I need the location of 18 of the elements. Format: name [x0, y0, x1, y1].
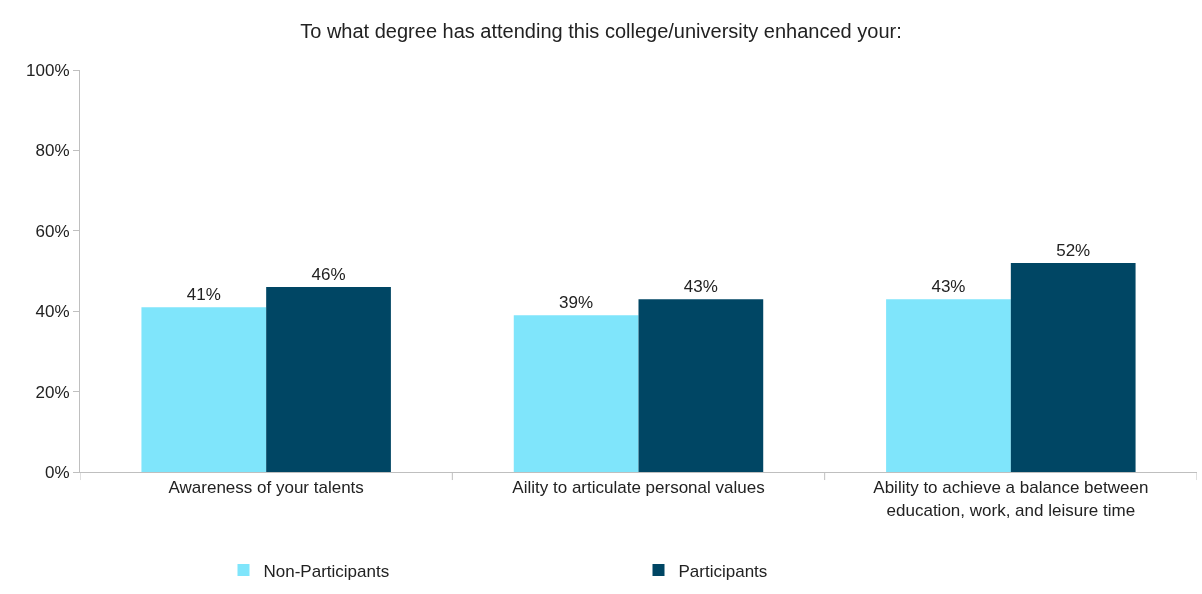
data-label: 43% — [683, 277, 718, 297]
x-tick-label: Ability to achieve a balance between education, work, and leisure time — [873, 478, 1149, 520]
x-tick-label: Awareness of your talents — [168, 478, 364, 498]
y-tick-label: 20% — [35, 382, 70, 402]
data-label: 52% — [1056, 240, 1091, 260]
data-label: 43% — [931, 277, 966, 297]
data-label: 46% — [311, 265, 346, 285]
y-tick-label: 60% — [35, 221, 70, 241]
legend-label: Non-Participants — [263, 561, 390, 581]
x-tick-label: Aility to articulate personal values — [512, 478, 765, 498]
y-tick-label: 40% — [35, 302, 70, 322]
data-label: 39% — [559, 293, 594, 313]
y-tick-label: 80% — [35, 141, 70, 161]
y-tick-label: 100% — [26, 60, 70, 80]
legend-label: Participants — [678, 561, 768, 581]
data-label: 41% — [186, 285, 221, 305]
y-tick-label: 0% — [45, 462, 70, 482]
chart-title: To what degree has attending this college/university enhanced your: — [300, 19, 902, 42]
